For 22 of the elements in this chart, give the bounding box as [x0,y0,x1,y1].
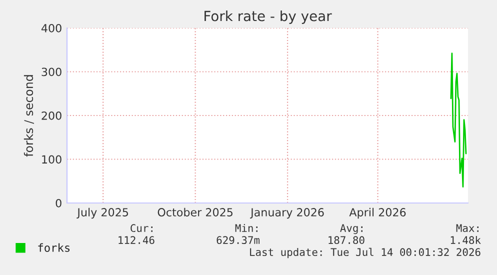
line-series [450,52,467,188]
text: Avg: [340,224,362,234]
y-tick-label: 300 [42,68,62,76]
text: Cur: [130,224,152,232]
text: Last update: Tue Jul 14 00:01:32 2026 [250,248,480,258]
text: 1.48k [450,236,481,244]
text: Min: [235,224,258,232]
x-tick-label: July 2025 [76,208,128,219]
text: 112.46 [118,236,154,244]
x-tick-label: April 2026 [349,208,406,219]
y-axis-title: forks / second [24,75,34,157]
y-tick-label: 400 [41,24,62,32]
x-tick-label: January 2026 [250,208,324,219]
x-tick-label: October 2025 [158,208,232,216]
text: 629.37m [216,236,260,244]
text: 187.80 [328,236,364,244]
y-tick-label: 100 [42,155,62,164]
y-tick-label: 0 [56,198,62,208]
y-tick-label: 200 [42,111,62,120]
chart-title: Fork rate - by year [204,10,332,24]
text: Max: [456,224,478,232]
legend-label: forks [38,243,70,252]
